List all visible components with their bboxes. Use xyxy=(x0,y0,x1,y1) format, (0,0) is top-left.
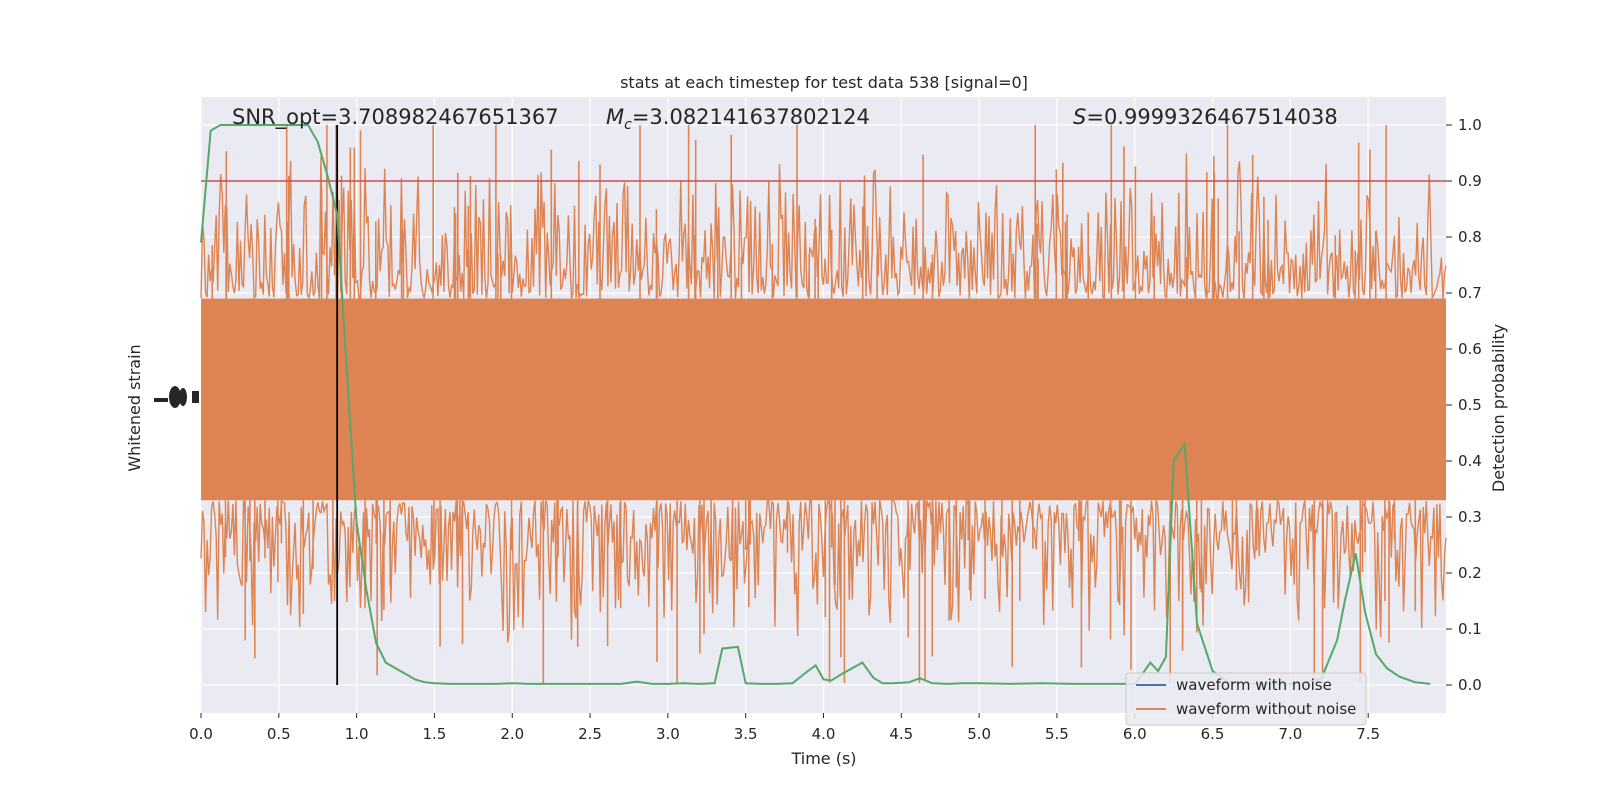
x-tick-label: 6.0 xyxy=(1123,725,1147,743)
strain-spikes xyxy=(211,125,1417,683)
chart-title: stats at each timestep for test data 538… xyxy=(620,73,1028,92)
y-tick-label: 0.5 xyxy=(1458,396,1482,414)
legend-label-noise: waveform with noise xyxy=(1176,676,1332,694)
x-tick-label: 6.5 xyxy=(1201,725,1225,743)
y-tick-label: 1.0 xyxy=(1458,116,1482,134)
right-axis-label: Detection probability xyxy=(1489,324,1508,492)
statistic-annotation: S=0.9999326467514038 xyxy=(1073,105,1338,129)
x-tick-label: 3.5 xyxy=(734,725,758,743)
left-axis-label: Whitened strain xyxy=(125,344,144,471)
x-tick-label: 4.0 xyxy=(812,725,836,743)
strain-upper-envelope xyxy=(200,153,1447,301)
y-tick-label: 0.8 xyxy=(1458,228,1482,246)
legend: waveform with noise waveform without noi… xyxy=(1125,672,1367,726)
left-axis-tick-blob xyxy=(154,386,199,408)
x-tick-label: 1.5 xyxy=(423,725,447,743)
x-tick-label: 2.0 xyxy=(500,725,524,743)
x-axis-ticks: 0.0 0.5 1.0 1.5 2.0 2.5 3.0 3.5 4.0 4.5 5.0 5.5 6.0 6… xyxy=(189,713,1380,743)
y-tick-label: 0.7 xyxy=(1458,284,1482,302)
x-tick-label: 5.5 xyxy=(1045,725,1069,743)
x-tick-label: 4.5 xyxy=(889,725,913,743)
right-axis-ticks: 0.0 0.1 0.2 0.3 0.4 0.5 0.6 0.7 0.8 0.9 1.0 xyxy=(1446,116,1482,694)
x-axis-label: Time (s) xyxy=(790,749,856,768)
strain-band xyxy=(200,153,1447,643)
chirp-mass-annotation: Mc=3.082141637802124 xyxy=(606,105,870,133)
x-tick-label: 7.5 xyxy=(1356,725,1380,743)
y-tick-label: 0.1 xyxy=(1458,620,1482,638)
y-tick-label: 0.0 xyxy=(1458,676,1482,694)
chirp-mass-subscript: c xyxy=(624,117,632,133)
strain-dense-band xyxy=(201,298,1446,501)
x-tick-label: 0.0 xyxy=(189,725,213,743)
x-tick-label: 2.5 xyxy=(578,725,602,743)
legend-label-clean: waveform without noise xyxy=(1176,700,1356,718)
chirp-mass-value: =3.082141637802124 xyxy=(632,105,870,129)
x-tick-label: 1.0 xyxy=(345,725,369,743)
x-tick-label: 7.0 xyxy=(1278,725,1302,743)
y-tick-label: 0.9 xyxy=(1458,172,1482,190)
legend-box xyxy=(1125,672,1367,726)
strain-lower-envelope xyxy=(200,498,1447,643)
statistic-symbol: S xyxy=(1073,105,1086,129)
chirp-mass-symbol: M xyxy=(606,105,624,129)
y-tick-label: 0.6 xyxy=(1458,340,1482,358)
snr-annotation: SNR_opt=3.708982467651367 xyxy=(232,105,559,130)
y-tick-label: 0.4 xyxy=(1458,452,1482,470)
x-tick-label: 3.0 xyxy=(656,725,680,743)
x-tick-label: 0.5 xyxy=(267,725,291,743)
y-tick-label: 0.2 xyxy=(1458,564,1482,582)
statistic-value: =0.9999326467514038 xyxy=(1086,105,1337,129)
x-tick-label: 5.0 xyxy=(967,725,991,743)
y-tick-label: 0.3 xyxy=(1458,508,1482,526)
